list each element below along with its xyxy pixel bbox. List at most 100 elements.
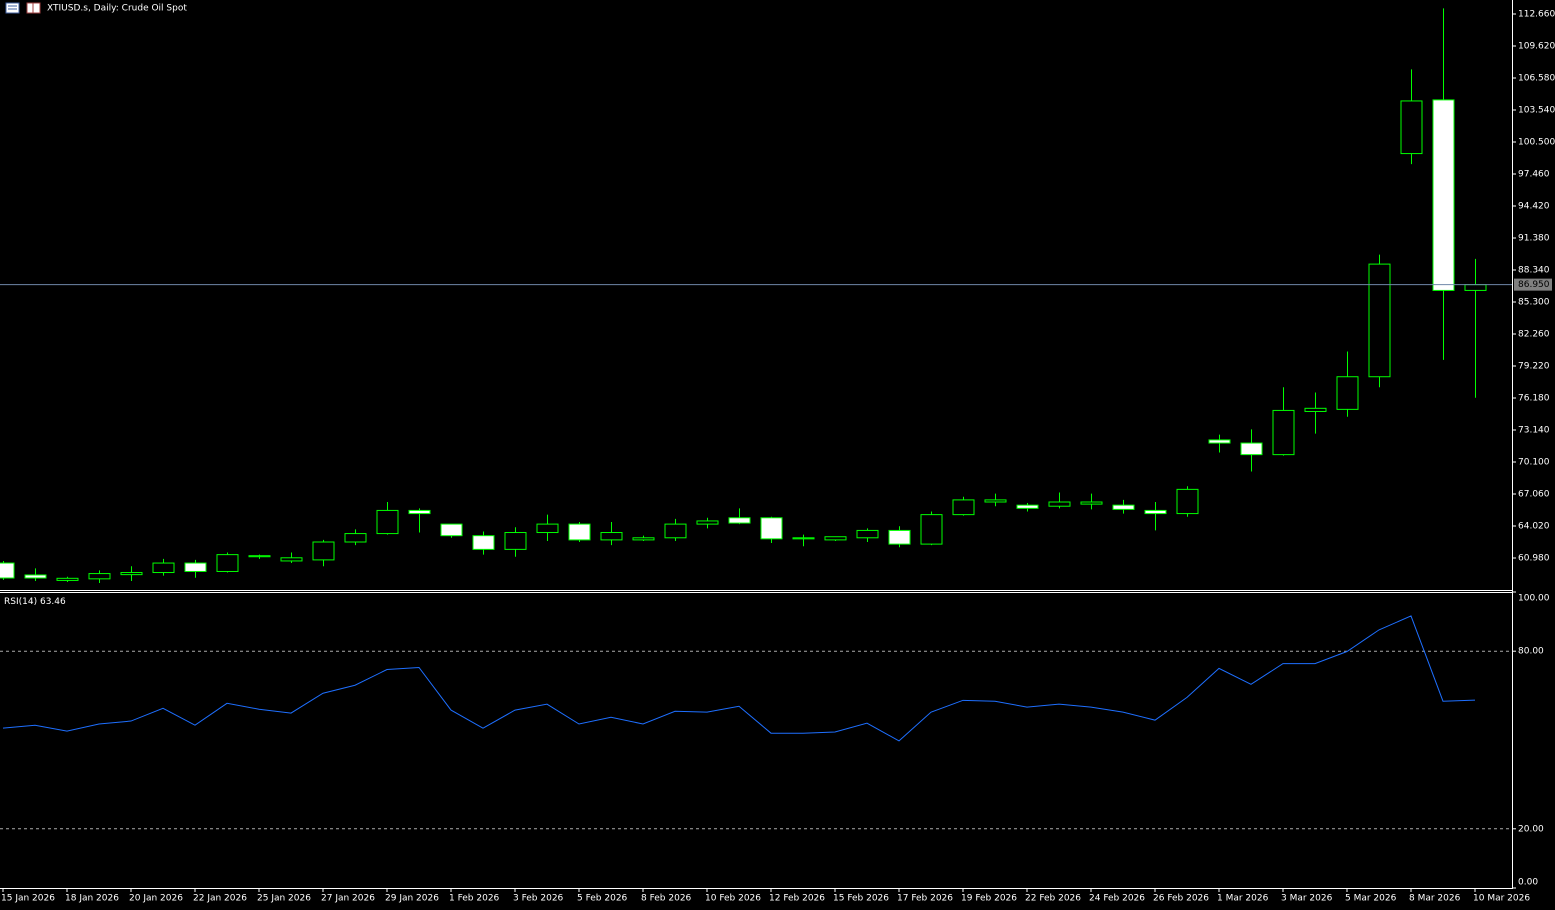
x-tick-label: 3 Mar 2026 xyxy=(1281,894,1333,904)
candle-body xyxy=(56,577,79,581)
chart-title: XTIUSD.s, Daily: Crude Oil Spot xyxy=(47,4,187,14)
y-tick-label: 100.00 xyxy=(1518,594,1550,604)
candle-body xyxy=(632,537,655,541)
y-tick-label: 109.620 xyxy=(1518,42,1555,52)
x-tick-label: 3 Feb 2026 xyxy=(513,894,564,904)
candle-body xyxy=(888,529,911,545)
x-tick-label: 20 Jan 2026 xyxy=(129,894,183,904)
candle-body xyxy=(440,523,463,537)
candle-body xyxy=(120,572,143,576)
candle-body xyxy=(280,557,303,562)
candle-body xyxy=(1176,488,1199,515)
icon xyxy=(5,2,20,14)
x-tick-label: 22 Jan 2026 xyxy=(193,894,247,904)
y-tick-label: 82.260 xyxy=(1518,330,1550,340)
x-tick-label: 5 Mar 2026 xyxy=(1345,894,1397,904)
y-tick-label: 85.300 xyxy=(1518,298,1550,308)
x-tick-label: 25 Jan 2026 xyxy=(257,894,311,904)
candle-body xyxy=(728,517,751,524)
y-tick-label: 80.00 xyxy=(1518,647,1544,657)
y-tick-label: 70.100 xyxy=(1518,458,1550,468)
y-tick-label: 73.140 xyxy=(1518,426,1550,436)
header-icons xyxy=(5,2,41,14)
indicator-name: RSI(14) xyxy=(4,597,37,607)
y-tick-label: 97.460 xyxy=(1518,170,1550,180)
candle-body xyxy=(920,514,943,545)
candle-body xyxy=(568,523,591,541)
candle-body xyxy=(600,532,623,541)
x-tick-label: 8 Mar 2026 xyxy=(1409,894,1461,904)
candle-body xyxy=(376,509,399,535)
candle-body xyxy=(824,536,847,541)
x-tick-label: 27 Jan 2026 xyxy=(321,894,375,904)
candle-body xyxy=(1016,504,1039,509)
x-tick-label: 19 Feb 2026 xyxy=(961,894,1017,904)
candle-body xyxy=(184,562,207,572)
x-tick-label: 29 Jan 2026 xyxy=(385,894,439,904)
x-tick-label: 24 Feb 2026 xyxy=(1089,894,1145,904)
x-tick-label: 15 Feb 2026 xyxy=(833,894,889,904)
candle-body xyxy=(1432,99,1455,291)
candle-body xyxy=(856,529,879,539)
candle-body xyxy=(1464,284,1487,291)
candle-body xyxy=(1304,407,1327,412)
y-tick-label: 0.00 xyxy=(1518,878,1538,888)
candle-body xyxy=(696,520,719,525)
x-tick-label: 10 Feb 2026 xyxy=(705,894,761,904)
y-tick-label: 112.660 xyxy=(1518,10,1555,20)
candle-body xyxy=(344,533,367,543)
candle-body xyxy=(952,499,975,516)
candle-body xyxy=(1400,100,1423,155)
last-price-label: 86.950 xyxy=(1518,280,1550,290)
candle-body xyxy=(1112,504,1135,510)
y-tick-label: 106.580 xyxy=(1518,74,1555,84)
x-tick-label: 15 Jan 2026 xyxy=(1,894,55,904)
candle-body xyxy=(504,532,527,550)
last-price-box xyxy=(1514,278,1552,291)
y-tick-label: 94.420 xyxy=(1518,202,1550,212)
candle-body xyxy=(24,574,47,579)
y-tick-label: 67.060 xyxy=(1518,490,1550,500)
y-tick-label: 60.980 xyxy=(1518,554,1550,564)
x-tick-label: 22 Feb 2026 xyxy=(1025,894,1081,904)
y-tick-label: 64.020 xyxy=(1518,522,1550,532)
indicator-label: RSI(14) 63.46 xyxy=(4,597,66,607)
x-tick-label: 26 Feb 2026 xyxy=(1153,894,1209,904)
candle-body xyxy=(1336,376,1359,410)
y-tick-label: 103.540 xyxy=(1518,106,1555,116)
candle-body xyxy=(664,523,687,539)
candle-body xyxy=(536,523,559,534)
candle-body xyxy=(1144,509,1167,515)
candle-body xyxy=(88,573,111,580)
candle-body xyxy=(792,537,815,540)
candle-body xyxy=(984,499,1007,503)
candle-body xyxy=(0,562,15,579)
candle-body xyxy=(760,517,783,540)
indicator-value: 63.46 xyxy=(40,597,66,607)
y-tick-label: 20.00 xyxy=(1518,824,1544,834)
x-tick-label: 12 Feb 2026 xyxy=(769,894,825,904)
candle-body xyxy=(408,509,431,515)
candle-body xyxy=(472,535,495,550)
y-tick-label: 76.180 xyxy=(1518,394,1550,404)
x-tick-label: 10 Mar 2026 xyxy=(1473,894,1530,904)
y-tick-label: 88.340 xyxy=(1518,266,1550,276)
candle-body xyxy=(216,554,239,572)
x-tick-label: 18 Jan 2026 xyxy=(65,894,119,904)
y-tick-label: 100.500 xyxy=(1518,138,1555,148)
candle-body xyxy=(1272,409,1295,456)
rsi-line xyxy=(2,615,1476,742)
candle-body xyxy=(1080,501,1103,505)
candle-body xyxy=(152,562,175,574)
y-tick-label: 91.380 xyxy=(1518,234,1550,244)
candle-body xyxy=(248,555,271,558)
candle-body xyxy=(1048,501,1071,507)
x-tick-label: 8 Feb 2026 xyxy=(641,894,692,904)
x-tick-label: 1 Feb 2026 xyxy=(449,894,500,904)
x-tick-label: 17 Feb 2026 xyxy=(897,894,953,904)
candle-body xyxy=(1368,263,1391,378)
x-tick-label: 5 Feb 2026 xyxy=(577,894,628,904)
